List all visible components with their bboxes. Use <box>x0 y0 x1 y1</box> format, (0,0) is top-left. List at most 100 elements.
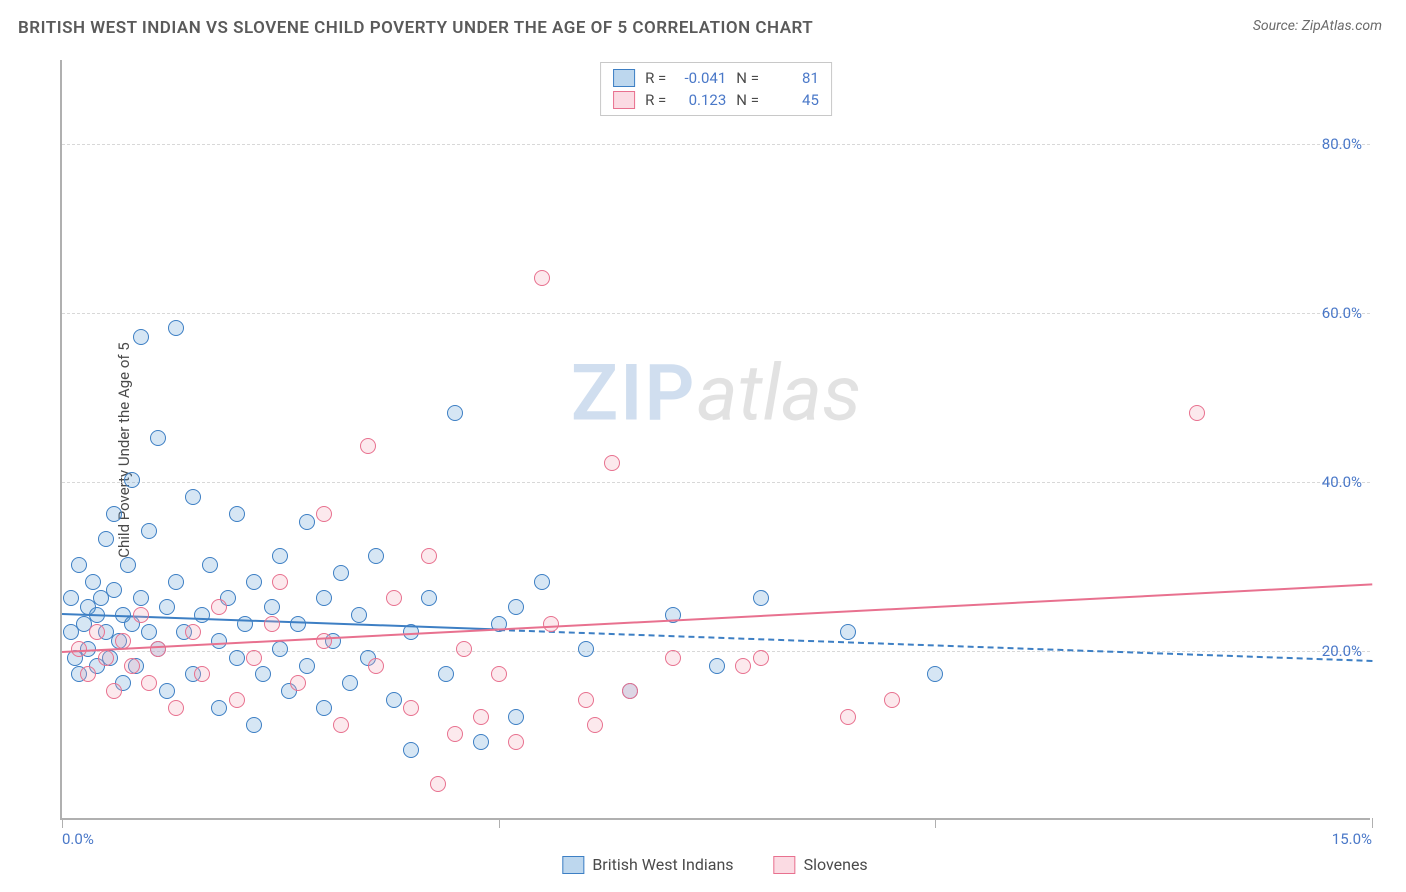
data-point <box>403 700 419 716</box>
legend-swatch <box>562 856 584 874</box>
data-point <box>840 624 856 640</box>
data-point <box>316 700 332 716</box>
data-point <box>840 709 856 725</box>
data-point <box>211 599 227 615</box>
data-point <box>421 590 437 606</box>
data-point <box>194 607 210 623</box>
data-point <box>753 590 769 606</box>
data-point <box>141 624 157 640</box>
x-tick <box>1372 818 1373 828</box>
data-point <box>106 683 122 699</box>
data-point <box>229 692 245 708</box>
data-point <box>185 624 201 640</box>
data-point <box>438 666 454 682</box>
data-point <box>333 717 349 733</box>
data-point <box>85 574 101 590</box>
data-point <box>133 590 149 606</box>
legend-swatch <box>613 91 635 109</box>
stat-r-label: R = <box>645 91 666 109</box>
data-point <box>272 574 288 590</box>
chart-title: BRITISH WEST INDIAN VS SLOVENE CHILD POV… <box>18 18 813 38</box>
data-point <box>578 692 594 708</box>
data-point <box>543 616 559 632</box>
data-point <box>403 742 419 758</box>
source-credit: Source: ZipAtlas.com <box>1253 18 1382 34</box>
data-point <box>587 717 603 733</box>
data-point <box>342 675 358 691</box>
data-point <box>98 650 114 666</box>
legend-item: British West Indians <box>562 855 733 874</box>
data-point <box>508 599 524 615</box>
data-point <box>447 405 463 421</box>
data-point <box>168 320 184 336</box>
y-tick-label: 60.0% <box>1322 304 1362 322</box>
data-point <box>202 557 218 573</box>
data-point <box>246 717 262 733</box>
data-point <box>150 430 166 446</box>
gridline <box>62 144 1370 145</box>
data-point <box>534 270 550 286</box>
data-point <box>927 666 943 682</box>
data-point <box>229 506 245 522</box>
data-point <box>185 489 201 505</box>
data-point <box>290 616 306 632</box>
data-point <box>351 607 367 623</box>
data-point <box>150 641 166 657</box>
data-point <box>430 776 446 792</box>
legend-swatch <box>774 856 796 874</box>
stat-n-label: N = <box>736 69 759 87</box>
legend-item: Slovenes <box>774 855 868 874</box>
data-point <box>141 675 157 691</box>
stat-n-label: N = <box>736 91 759 109</box>
data-point <box>534 574 550 590</box>
data-point <box>272 641 288 657</box>
data-point <box>753 650 769 666</box>
data-point <box>456 641 472 657</box>
x-tick <box>499 818 500 828</box>
data-point <box>473 709 489 725</box>
data-point <box>333 565 349 581</box>
data-point <box>168 700 184 716</box>
data-point <box>290 675 306 691</box>
data-point <box>386 590 402 606</box>
legend-swatch <box>613 69 635 87</box>
legend: British West Indians Slovenes <box>562 855 867 874</box>
data-point <box>272 548 288 564</box>
data-point <box>211 700 227 716</box>
data-point <box>299 514 315 530</box>
stat-r-value: 0.123 <box>676 91 726 109</box>
data-point <box>884 692 900 708</box>
data-point <box>237 616 253 632</box>
data-point <box>120 557 136 573</box>
data-point <box>106 582 122 598</box>
data-point <box>386 692 402 708</box>
data-point <box>368 658 384 674</box>
stat-r-value: -0.041 <box>676 69 726 87</box>
data-point <box>421 548 437 564</box>
data-point <box>124 658 140 674</box>
data-point <box>316 633 332 649</box>
x-tick <box>935 818 936 828</box>
data-point <box>141 523 157 539</box>
watermark: ZIPatlas <box>571 348 861 439</box>
data-point <box>124 472 140 488</box>
x-tick-label: 15.0% <box>1332 830 1372 848</box>
data-point <box>508 734 524 750</box>
x-tick-label: 0.0% <box>62 830 94 848</box>
stat-n-value: 81 <box>769 69 819 87</box>
correlation-stats-box: R =-0.041N =81R =0.123N =45 <box>600 62 832 116</box>
scatter-chart: Child Poverty Under the Age of 5 ZIPatla… <box>50 60 1380 840</box>
y-tick-label: 40.0% <box>1322 473 1362 491</box>
data-point <box>159 683 175 699</box>
data-point <box>80 666 96 682</box>
trend-line <box>62 584 1372 654</box>
y-tick-label: 80.0% <box>1322 135 1362 153</box>
data-point <box>473 734 489 750</box>
legend-label: British West Indians <box>592 855 733 874</box>
data-point <box>168 574 184 590</box>
plot-area: ZIPatlas R =-0.041N =81R =0.123N =45 20.… <box>60 60 1370 820</box>
data-point <box>106 506 122 522</box>
data-point <box>622 683 638 699</box>
data-point <box>360 438 376 454</box>
data-point <box>709 658 725 674</box>
